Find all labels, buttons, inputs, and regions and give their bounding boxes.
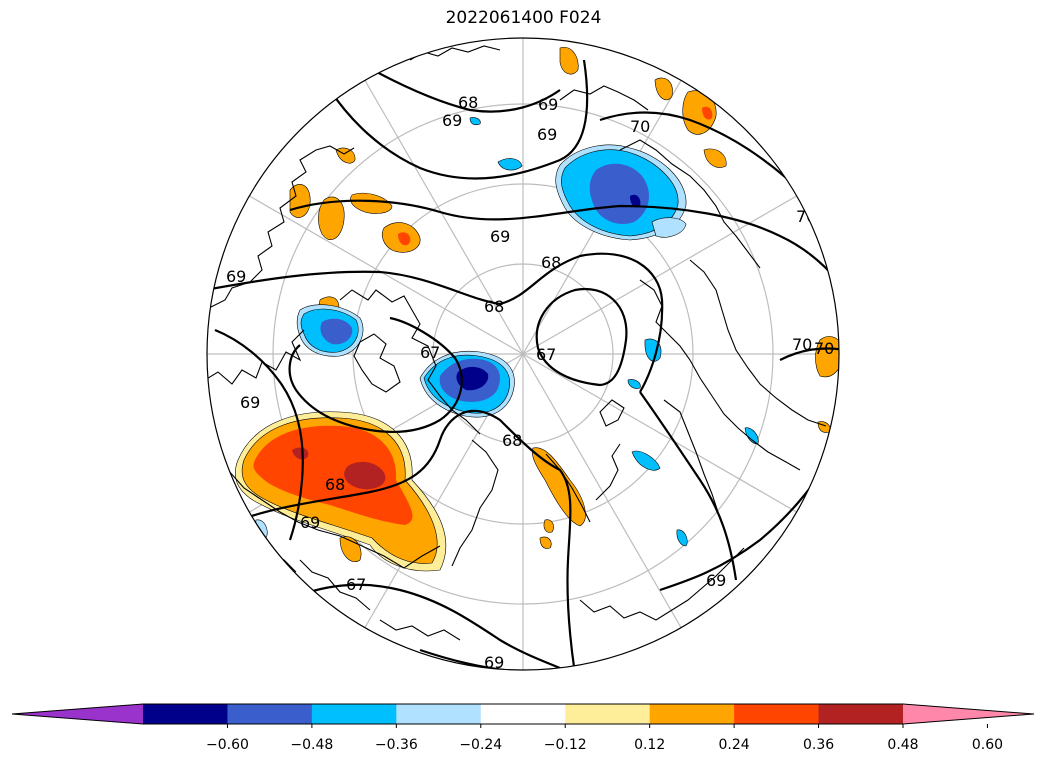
colorbar-segment: [565, 704, 651, 724]
colorbar-tick-label: −0.48: [290, 737, 333, 753]
contour-label: 69: [538, 95, 558, 114]
contour-label: 68: [541, 253, 561, 272]
map-title: 2022061400 F024: [445, 8, 602, 28]
colorbar-tick-label: 0.24: [719, 737, 750, 753]
contour-label: 68: [502, 431, 522, 450]
graticule: [207, 38, 839, 670]
colorbar-extend-high: [903, 704, 1034, 724]
contour-label: 67: [536, 345, 556, 364]
contour-label: 69: [537, 125, 557, 144]
colorbar-segment: [311, 704, 397, 724]
colorbar-tick-label: 0.12: [634, 737, 665, 753]
coastlines: [207, 45, 827, 641]
colorbar-tick-label: −0.60: [206, 737, 249, 753]
positive-anomaly-shading: [234, 47, 839, 572]
contour-label: 70: [792, 335, 812, 354]
colorbar-segment: [734, 704, 820, 724]
contour-label: 69: [484, 653, 504, 672]
contour-label: 69: [706, 571, 726, 590]
colorbar-segment: [818, 704, 904, 724]
contour-label: 69: [240, 393, 260, 412]
map-boundary: [206, 37, 840, 671]
negative-anomaly-shading: [255, 117, 759, 547]
colorbar-segment: [227, 704, 313, 724]
contour-label: 70: [796, 207, 816, 226]
colorbar: −0.60 −0.48 −0.36 −0.24 −0.12 0.12 0.24 0.36 0.4…: [11, 703, 1035, 753]
height-contours: [207, 59, 839, 670]
contour-label: 67: [346, 575, 366, 594]
colorbar-tick-label: 0.36: [803, 737, 834, 753]
colorbar-tick-label: 0.60: [972, 737, 1003, 753]
colorbar-segment: [480, 704, 566, 724]
colorbar-extend-low: [12, 704, 143, 724]
contour-label: 69: [490, 227, 510, 246]
map-layers: 68 69 69 69 70 70 69 68 68 67 67 68 69 6…: [207, 38, 839, 672]
colorbar-segment: [649, 704, 735, 724]
contour-label: 68: [484, 297, 504, 316]
contour-label: 68: [458, 93, 478, 112]
colorbar-segment: [396, 704, 482, 724]
contour-label: 67: [420, 343, 440, 362]
colorbar-segment: [143, 704, 228, 724]
colorbar-tick-label: −0.12: [544, 737, 587, 753]
colorbar-outline: [11, 703, 1035, 725]
contour-label: 70: [814, 339, 834, 358]
colorbar-tick-label: 0.48: [887, 737, 918, 753]
contour-label: 69: [300, 513, 320, 532]
contour-labels: 68 69 69 69 70 70 69 68 68 67 67 68 69 6…: [226, 93, 834, 672]
contour-label: 69: [226, 267, 246, 286]
colorbar-tick-label: −0.36: [375, 737, 418, 753]
contour-label: 69: [442, 111, 462, 130]
colorbar-tick-label: −0.24: [459, 737, 502, 753]
contour-label: 68: [325, 475, 345, 494]
contour-label: 70: [630, 117, 650, 136]
